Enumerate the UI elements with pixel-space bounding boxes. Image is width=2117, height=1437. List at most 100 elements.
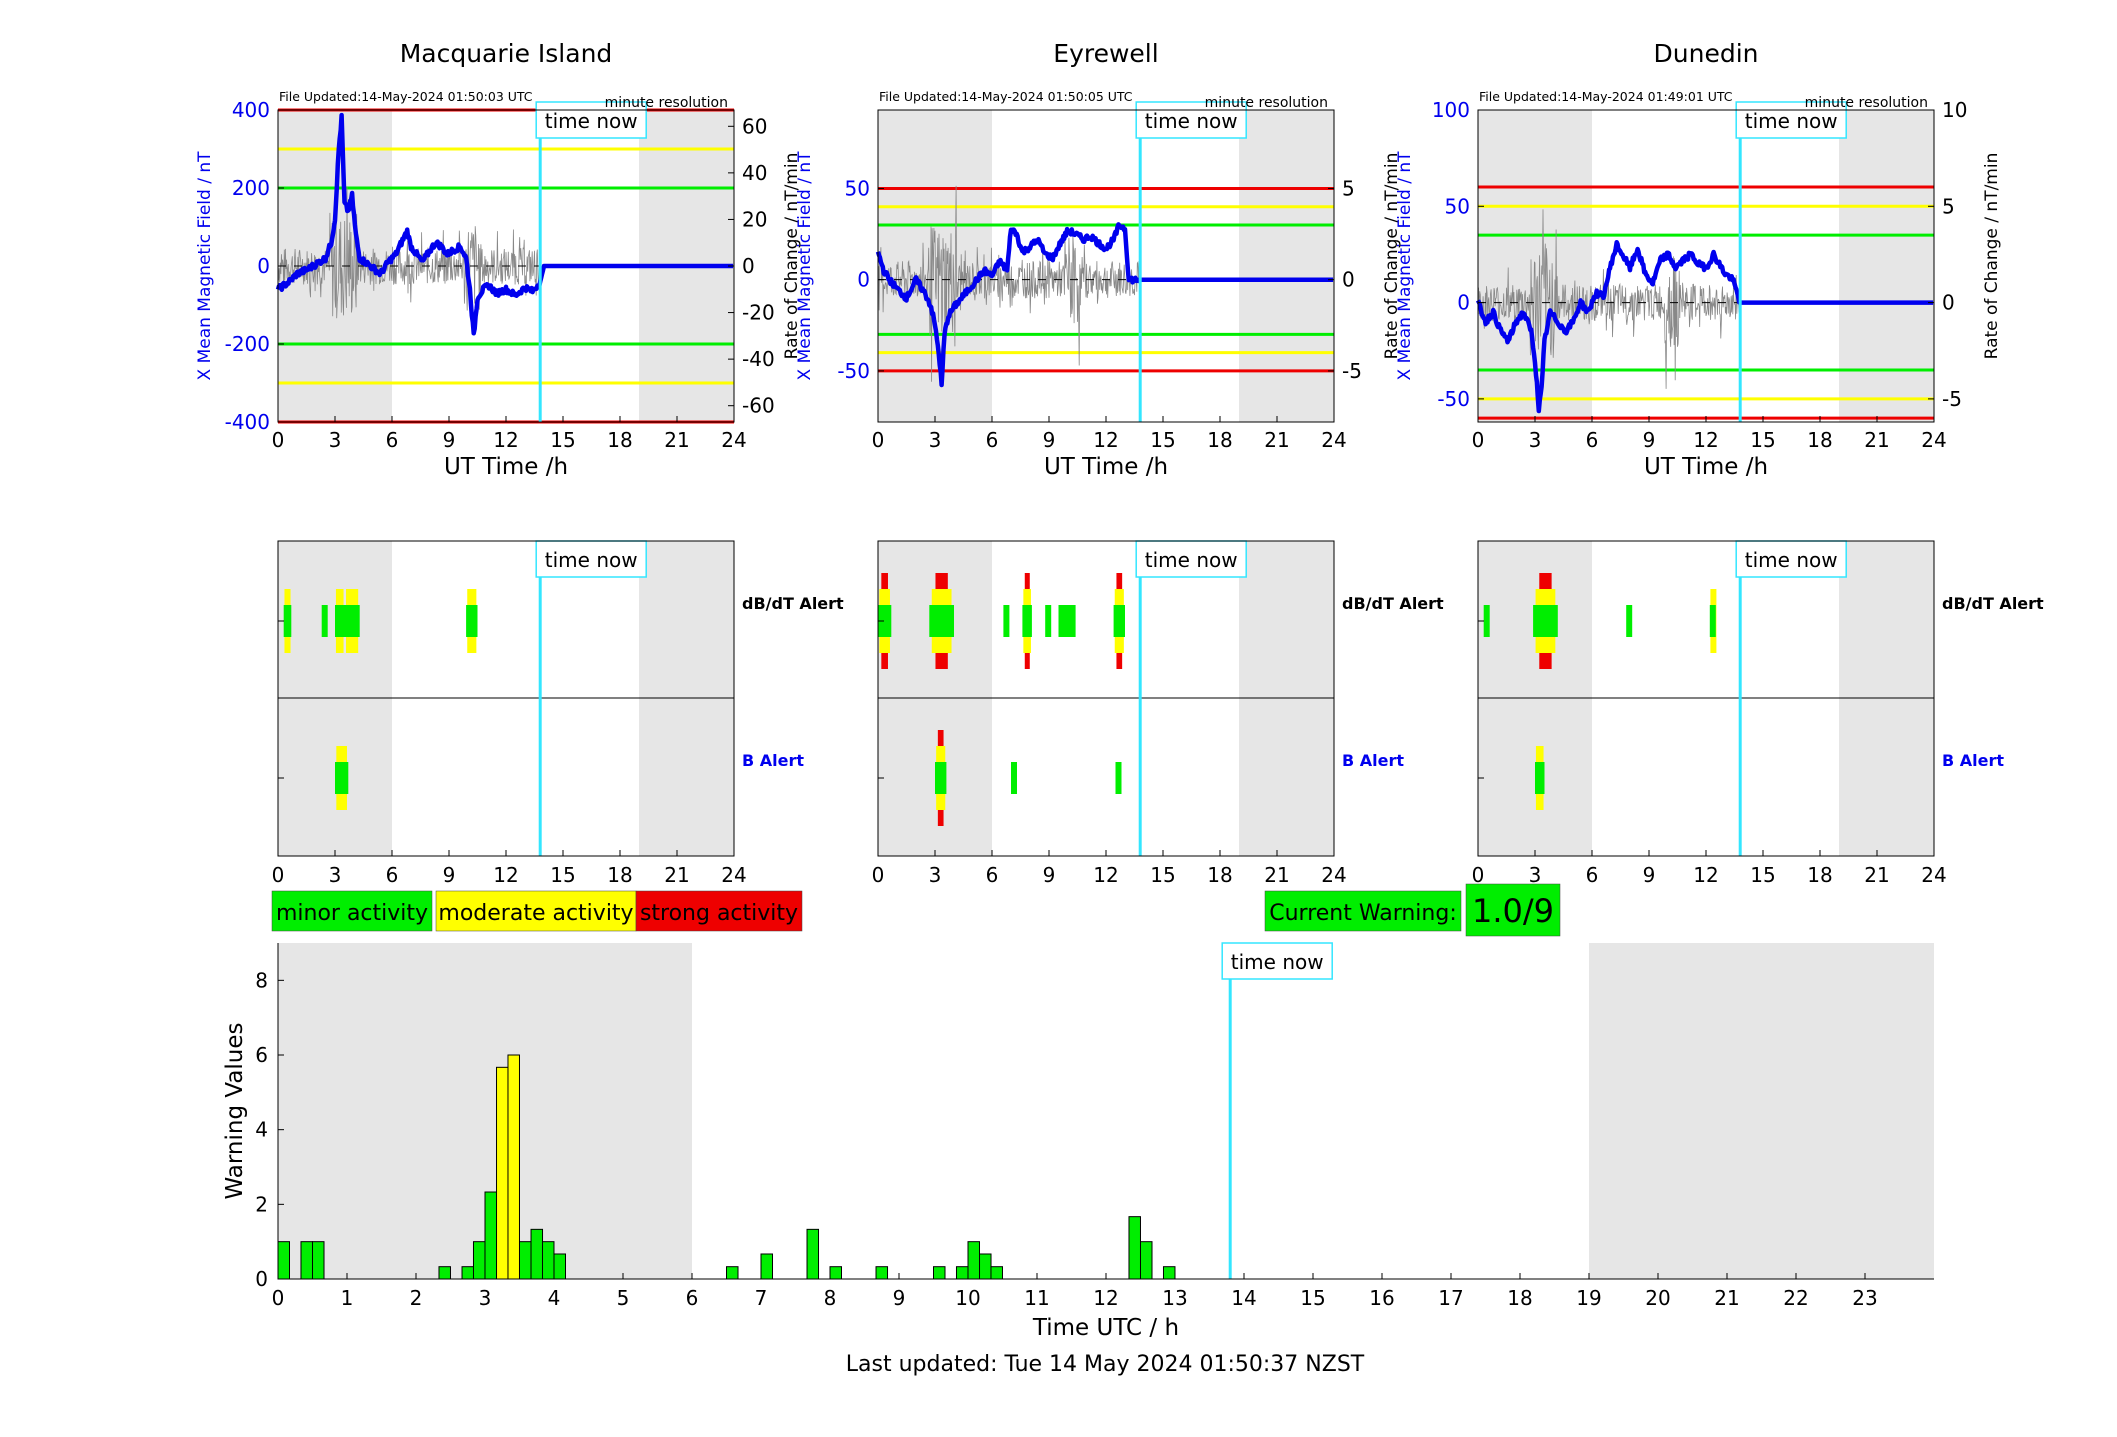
- x-tick-label: 24: [1321, 428, 1346, 452]
- file-updated: File Updated:14-May-2024 01:50:03 UTC: [279, 89, 533, 104]
- x-tick-label: 9: [1643, 863, 1656, 887]
- time-now-box: [535, 540, 647, 578]
- legend-moderate-label: moderate activity: [438, 901, 633, 926]
- x-tick-label: 23: [1852, 1286, 1877, 1310]
- alert-mark-green: [1709, 605, 1716, 637]
- legend-minor-swatch: [271, 890, 433, 932]
- x-tick-label: 21: [1864, 428, 1889, 452]
- warning-bar: [806, 1228, 820, 1280]
- x-tick-label: 12: [1693, 863, 1718, 887]
- x-tick-label: 18: [1207, 863, 1232, 887]
- x-tick-label: 18: [1807, 428, 1832, 452]
- x-axis-label: UT Time /h: [1044, 454, 1168, 480]
- time-now-box: [1135, 540, 1247, 578]
- y-right-axis-label: Rate of Change / nT/min: [782, 153, 802, 360]
- y-right-tick-label: 5: [1942, 194, 1955, 218]
- time-now-label: time now: [1745, 109, 1838, 133]
- time-now-label: time now: [1231, 950, 1324, 974]
- station-title: Dunedin: [1654, 39, 1759, 68]
- warning-bar: [760, 1253, 774, 1280]
- time-now-label: time now: [545, 548, 638, 572]
- x-tick-label: 9: [443, 428, 456, 452]
- x-tick-label: 15: [1150, 863, 1175, 887]
- y-right-tick-label: -20: [742, 301, 775, 325]
- x-tick-label: 18: [1507, 1286, 1532, 1310]
- x-tick-label: 3: [1529, 428, 1542, 452]
- x-tick-label: 22: [1783, 1286, 1808, 1310]
- y-tick-label: 8: [255, 968, 268, 992]
- y-right-tick-label: 0: [1342, 268, 1355, 292]
- rate-of-change-trace: [277, 187, 541, 319]
- alert-mark-green: [1011, 762, 1017, 794]
- night-shade: [1589, 943, 1934, 1279]
- y-right-tick-label: 0: [1942, 291, 1955, 315]
- file-updated: File Updated:14-May-2024 01:49:01 UTC: [1479, 89, 1733, 104]
- x-tick-label: 16: [1369, 1286, 1394, 1310]
- x-tick-label: 12: [1093, 863, 1118, 887]
- dbdt-alert-label: dB/dT Alert: [742, 594, 844, 613]
- x-tick-label: 6: [986, 863, 999, 887]
- warning-bar: [438, 1266, 451, 1280]
- alert-mark-green: [466, 605, 478, 637]
- warning-bar: [875, 1266, 889, 1280]
- y-tick-label: 6: [255, 1043, 268, 1067]
- x-tick-label: 21: [664, 863, 689, 887]
- x-tick-label: 21: [664, 428, 689, 452]
- warning-bar: [277, 1241, 291, 1280]
- x-tick-label: 0: [1472, 863, 1485, 887]
- x-tick-label: 12: [1093, 1286, 1118, 1310]
- y-right-tick-label: -40: [742, 347, 775, 371]
- x-tick-label: 12: [1693, 428, 1718, 452]
- warning-bar: [829, 1266, 843, 1280]
- time-now-box: [535, 101, 647, 139]
- y-right-tick-label: -60: [742, 394, 775, 418]
- alert-mark-green: [1113, 605, 1125, 637]
- alert-mark-green: [1115, 762, 1122, 794]
- warning-bar: [300, 1241, 313, 1280]
- x-tick-label: 10: [955, 1286, 980, 1310]
- x-tick-label: 3: [1529, 863, 1542, 887]
- x-tick-label: 2: [410, 1286, 423, 1310]
- alert-mark-green: [1533, 605, 1558, 637]
- alert-mark-green: [878, 605, 892, 637]
- warning-bar: [990, 1266, 1003, 1280]
- alert-mark-green: [335, 762, 349, 794]
- x-tick-label: 8: [824, 1286, 837, 1310]
- alert-mark-green: [929, 605, 954, 637]
- alert-mark-green: [1058, 605, 1076, 637]
- warning-bar: [967, 1241, 981, 1280]
- alert-mark-green: [283, 605, 292, 637]
- warning-bar: [461, 1266, 475, 1280]
- x-tick-label: 7: [755, 1286, 768, 1310]
- x-tick-label: 9: [443, 863, 456, 887]
- x-tick-label: 15: [1300, 1286, 1325, 1310]
- x-tick-label: 0: [272, 863, 285, 887]
- alert-mark-green: [1003, 605, 1010, 637]
- alert-mark-green: [321, 605, 328, 637]
- x-tick-label: 9: [1043, 428, 1056, 452]
- alert-mark-green: [1535, 762, 1545, 794]
- last-updated: Last updated: Tue 14 May 2024 01:50:37 N…: [846, 1352, 1365, 1377]
- dbdt-alert-label: dB/dT Alert: [1342, 594, 1444, 613]
- x-tick-label: 14: [1231, 1286, 1256, 1310]
- alert-mark-green: [1045, 605, 1052, 637]
- warning-bar: [1162, 1266, 1176, 1280]
- night-shade: [1239, 110, 1334, 422]
- warning-bar: [933, 1266, 946, 1280]
- x-tick-label: 1: [341, 1286, 354, 1310]
- x-tick-label: 24: [1921, 428, 1946, 452]
- time-now-box: [1735, 540, 1847, 578]
- x-tick-label: 21: [1714, 1286, 1739, 1310]
- b-alert-label: B Alert: [1342, 751, 1404, 770]
- night-shade: [1839, 110, 1934, 422]
- x-tick-label: 18: [1807, 863, 1832, 887]
- y-tick-label: 100: [1432, 98, 1470, 122]
- x-axis-label: Time UTC / h: [1032, 1315, 1179, 1341]
- resolution-label: minute resolution: [605, 95, 728, 111]
- x-tick-label: 21: [1864, 863, 1889, 887]
- x-tick-label: 18: [607, 863, 632, 887]
- time-now-label: time now: [1745, 548, 1838, 572]
- x-tick-label: 3: [929, 428, 942, 452]
- file-updated: File Updated:14-May-2024 01:50:05 UTC: [879, 89, 1133, 104]
- x-tick-label: 24: [721, 428, 746, 452]
